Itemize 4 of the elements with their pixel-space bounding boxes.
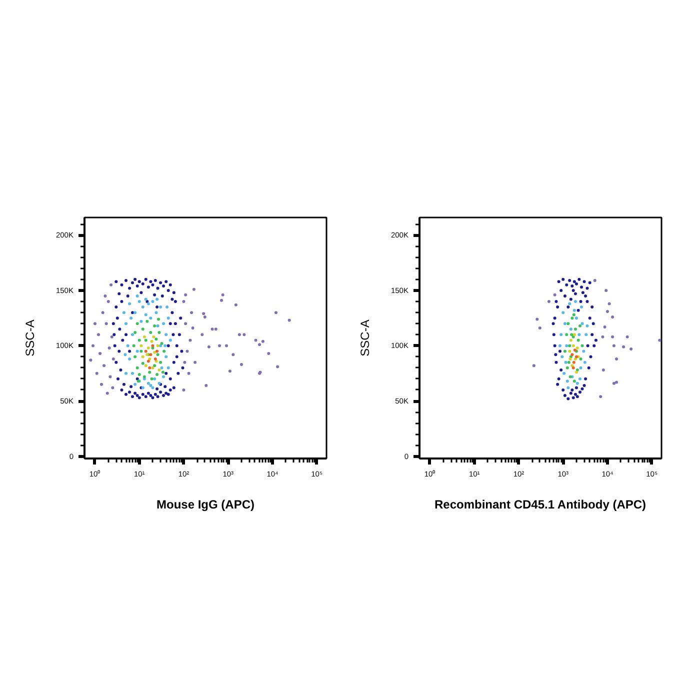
x-axis-title: Mouse IgG (APC) xyxy=(156,498,255,512)
y-axis-title: SSC-A xyxy=(22,320,37,356)
x-axis-title: Recombinant CD45.1 Antibody (APC) xyxy=(434,498,646,512)
y-axis-title: SSC-A xyxy=(358,320,372,356)
